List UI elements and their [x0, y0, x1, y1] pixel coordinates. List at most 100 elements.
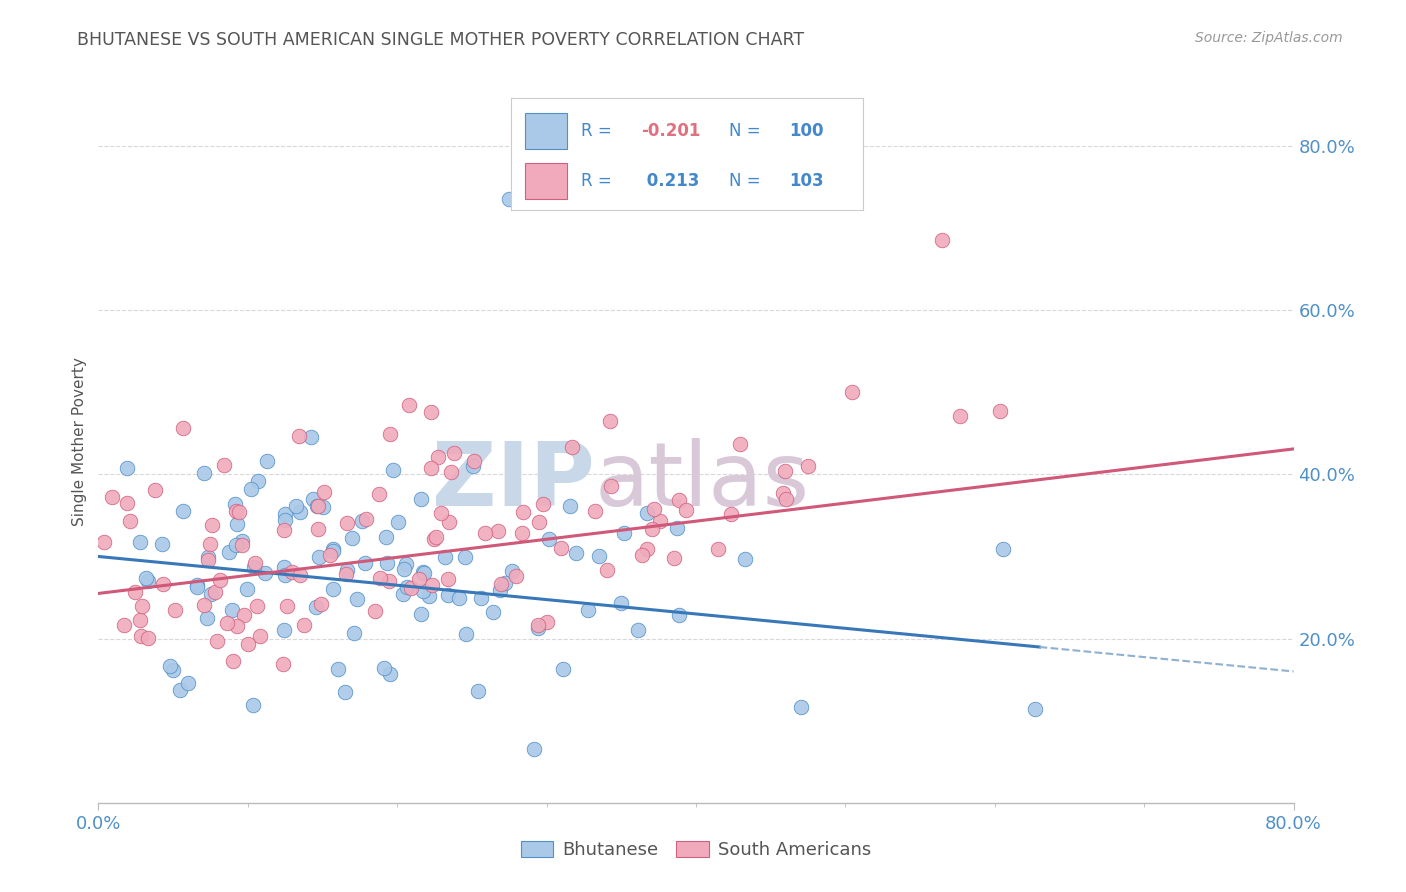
Point: [172, 503, 194, 517]
Point: [342, 626, 364, 640]
Point: [636, 506, 658, 520]
Point: [797, 459, 820, 474]
Point: [311, 597, 333, 611]
Point: [396, 580, 419, 594]
Point: [254, 566, 277, 580]
Legend: Bhutanese, South Americans: Bhutanese, South Americans: [513, 833, 879, 866]
Point: [599, 478, 621, 492]
Point: [152, 577, 174, 591]
Point: [336, 563, 359, 577]
Point: [423, 532, 446, 546]
Point: [527, 621, 550, 635]
Point: [641, 522, 664, 536]
Point: [312, 484, 335, 499]
Point: [461, 459, 484, 474]
Point: [636, 542, 658, 557]
Point: [328, 662, 350, 676]
Point: [284, 500, 307, 514]
Point: [529, 516, 551, 530]
Point: [378, 427, 401, 442]
Point: [274, 508, 297, 522]
Point: [238, 637, 260, 651]
Point: [195, 611, 218, 625]
Point: [463, 454, 485, 468]
Point: [212, 458, 235, 472]
Point: [538, 533, 561, 547]
Point: [430, 506, 453, 520]
Y-axis label: Single Mother Poverty: Single Mother Poverty: [72, 357, 87, 526]
Point: [307, 523, 329, 537]
Point: [319, 548, 342, 562]
Point: [382, 463, 405, 477]
Point: [501, 564, 523, 578]
Point: [408, 572, 430, 586]
Point: [128, 613, 150, 627]
Point: [231, 538, 253, 552]
Point: [302, 491, 325, 506]
Point: [101, 490, 124, 504]
Point: [276, 599, 298, 613]
Point: [273, 524, 295, 538]
Point: [772, 486, 794, 500]
Point: [129, 628, 152, 642]
Point: [375, 530, 398, 544]
Point: [387, 515, 409, 529]
Point: [775, 491, 797, 506]
Point: [225, 504, 247, 518]
Point: [439, 515, 461, 529]
Point: [165, 603, 187, 617]
Point: [576, 603, 599, 617]
Point: [505, 568, 527, 582]
Point: [627, 623, 650, 637]
Point: [221, 654, 243, 668]
Point: [437, 589, 460, 603]
Point: [115, 495, 138, 509]
Point: [454, 627, 477, 641]
Point: [354, 512, 377, 526]
Point: [675, 503, 697, 517]
Point: [773, 464, 796, 478]
Point: [224, 497, 246, 511]
Point: [246, 599, 269, 614]
Point: [312, 500, 335, 514]
Point: [226, 619, 249, 633]
Point: [523, 742, 546, 756]
Point: [281, 565, 304, 579]
Point: [346, 591, 368, 606]
Point: [186, 577, 208, 591]
Point: [378, 667, 401, 681]
Point: [610, 596, 633, 610]
Point: [273, 560, 295, 574]
Point: [489, 582, 512, 597]
Point: [409, 607, 432, 622]
Point: [437, 572, 460, 586]
Point: [93, 535, 115, 549]
Point: [336, 516, 359, 531]
Point: [118, 514, 141, 528]
Point: [322, 544, 344, 558]
Point: [225, 538, 247, 552]
Point: [707, 541, 730, 556]
Point: [666, 521, 689, 535]
Point: [494, 576, 516, 591]
Point: [467, 684, 489, 698]
Point: [308, 550, 330, 565]
Point: [790, 700, 813, 714]
Point: [613, 526, 636, 541]
Point: [988, 404, 1011, 418]
Point: [177, 676, 200, 690]
Point: [949, 409, 972, 423]
Point: [112, 617, 135, 632]
Point: [668, 492, 690, 507]
Point: [583, 504, 606, 518]
Point: [510, 526, 533, 541]
Point: [564, 546, 586, 560]
Point: [443, 446, 465, 460]
Point: [364, 604, 387, 618]
Point: [124, 585, 146, 599]
Point: [588, 549, 610, 564]
Point: [273, 623, 295, 637]
Point: [486, 524, 509, 538]
Point: [138, 631, 160, 645]
Point: [322, 541, 344, 556]
